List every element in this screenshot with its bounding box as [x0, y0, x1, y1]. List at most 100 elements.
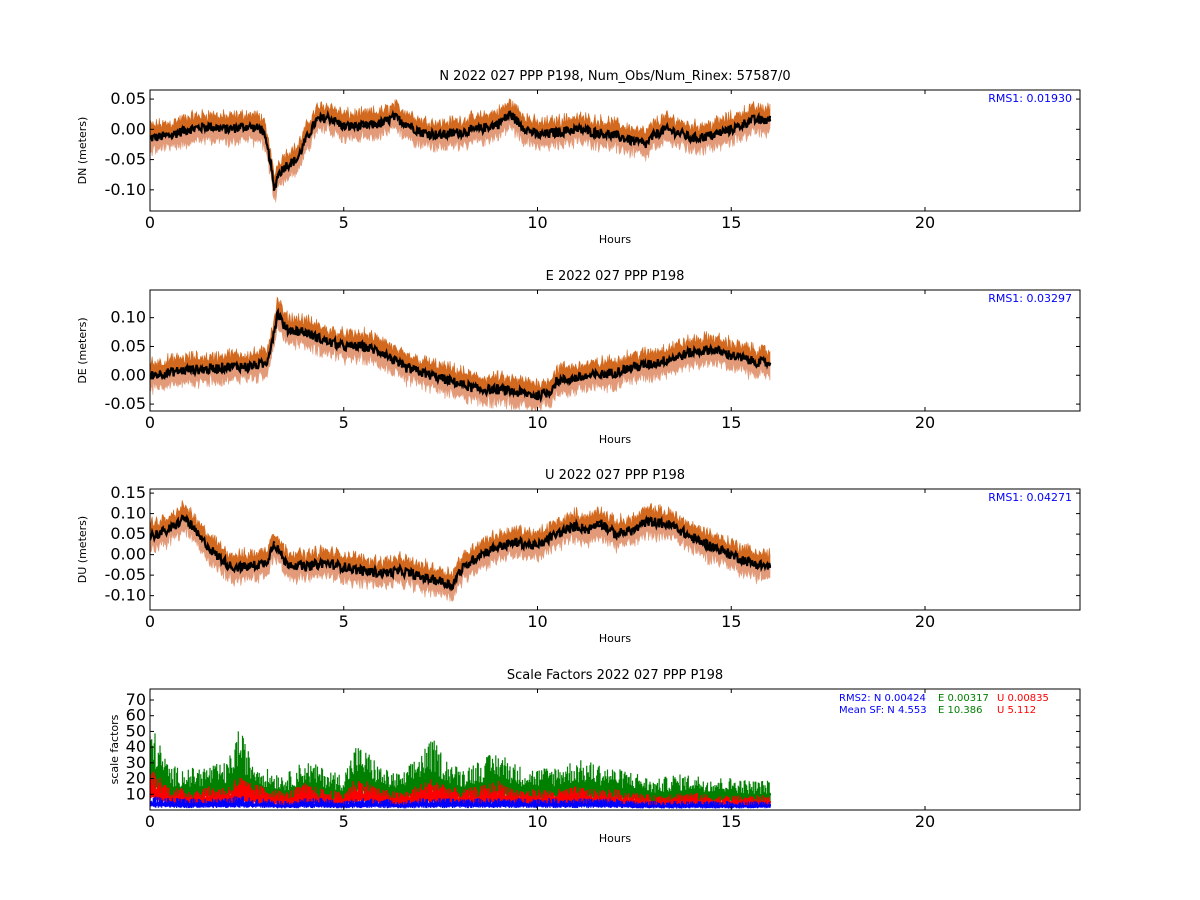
data-point — [749, 119, 752, 122]
data-point — [644, 520, 648, 524]
data-point — [509, 113, 512, 116]
data-point — [261, 128, 264, 131]
data-point — [749, 359, 752, 363]
data-point — [303, 330, 307, 334]
data-point — [404, 122, 407, 125]
data-point — [431, 791, 434, 794]
data-point — [168, 796, 171, 799]
plot-area — [150, 296, 772, 411]
axes-frame — [149, 89, 1081, 212]
data-point — [420, 131, 423, 134]
data-point — [730, 801, 733, 804]
data-point — [323, 339, 326, 342]
data-point — [443, 780, 446, 783]
y-tick-label: 0.10 — [110, 504, 146, 523]
x-tick-label: 10 — [527, 812, 547, 831]
data-point — [230, 565, 233, 569]
data-point — [652, 804, 655, 807]
data-point — [691, 351, 694, 354]
x-tick-label: 20 — [915, 612, 935, 631]
data-point — [633, 788, 636, 791]
data-point — [614, 787, 616, 789]
data-point — [226, 365, 229, 368]
data-point — [207, 785, 210, 788]
x-tick-label: 15 — [721, 413, 741, 432]
x-tick-label: 0 — [145, 612, 155, 631]
data-point — [633, 140, 636, 143]
data-point — [420, 575, 423, 579]
data-point — [420, 777, 423, 780]
data-point — [245, 125, 249, 128]
plot-area — [150, 500, 772, 602]
rms2-u-annotation: U 0.00835 — [997, 693, 1049, 704]
axes-frame — [149, 688, 1081, 811]
x-tick-label: 10 — [527, 213, 547, 232]
data-point — [265, 802, 268, 805]
data-point — [354, 802, 357, 805]
data-point — [652, 134, 655, 137]
data-point — [737, 125, 741, 128]
chart-title: N 2022 027 PPP P198, Num_Obs/Num_Rinex: … — [439, 69, 790, 84]
data-point — [594, 131, 597, 134]
data-point — [613, 371, 617, 374]
data-point — [459, 787, 461, 789]
rms-annotation: RMS1: 0.01930 — [988, 92, 1072, 105]
plot-area — [150, 731, 771, 809]
data-point — [187, 128, 190, 131]
data-point — [536, 545, 539, 548]
y-axis-label: DE (meters) — [76, 317, 89, 383]
data-point — [381, 571, 384, 575]
y-tick-label: 70 — [126, 690, 146, 709]
y-tick-label: 0.10 — [110, 308, 146, 327]
data-point — [555, 532, 559, 536]
data-point — [458, 382, 462, 386]
data-point — [400, 799, 403, 802]
x-tick-label: 5 — [339, 213, 349, 232]
data-point — [315, 119, 318, 122]
data-point — [664, 128, 667, 131]
x-axis-label: Hours — [599, 832, 631, 845]
data-point — [323, 802, 326, 805]
mean-sf-u-annotation: U 5.112 — [997, 705, 1036, 716]
x-axis-label: Hours — [599, 233, 631, 246]
data-point — [366, 802, 368, 805]
y-tick-label: 0.05 — [110, 524, 146, 543]
data-point — [730, 353, 733, 357]
data-point — [361, 345, 365, 348]
data-point — [633, 528, 636, 532]
data-point — [516, 391, 520, 394]
data-point — [284, 790, 287, 793]
y-tick-label: -0.05 — [105, 150, 146, 169]
data-point — [555, 798, 558, 800]
x-tick-label: 20 — [915, 413, 935, 432]
data-point — [575, 128, 578, 131]
data-point — [284, 561, 287, 565]
data-point — [381, 798, 384, 800]
y-tick-label: 0.00 — [110, 545, 146, 564]
x-axis-label: Hours — [599, 433, 631, 446]
data-point — [183, 516, 187, 519]
data-point — [323, 561, 326, 565]
x-tick-label: 20 — [915, 812, 935, 831]
data-point — [342, 565, 345, 569]
data-point — [284, 327, 287, 331]
data-point — [207, 802, 210, 805]
data-point — [304, 794, 306, 797]
data-point — [187, 787, 190, 789]
y-tick-label: 0.00 — [110, 119, 146, 138]
data-point — [691, 804, 694, 807]
data-point — [536, 134, 539, 137]
data-point — [478, 128, 481, 131]
data-point — [304, 802, 306, 805]
data-point — [575, 782, 578, 785]
data-point — [276, 173, 280, 176]
scatter-spread — [150, 771, 771, 808]
y-tick-label: 50 — [126, 721, 146, 740]
data-point — [633, 799, 636, 802]
data-point — [768, 362, 772, 365]
data-point — [451, 584, 454, 587]
data-point — [226, 796, 229, 799]
x-tick-label: 5 — [339, 612, 349, 631]
